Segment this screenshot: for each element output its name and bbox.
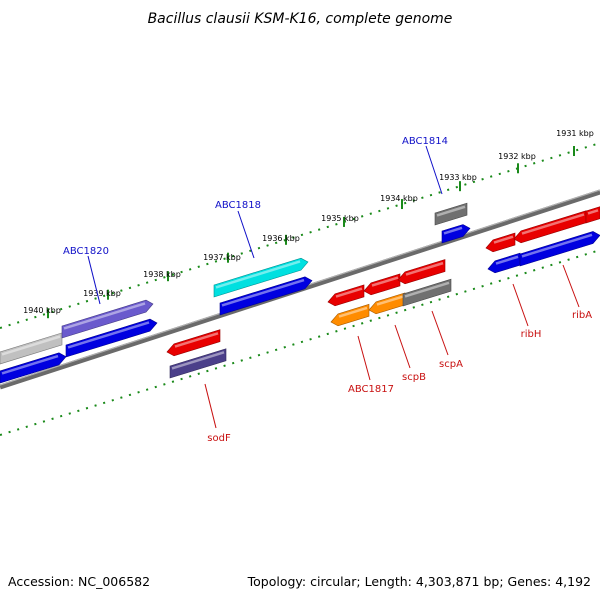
gene-labels: ABC1820 ABC1818 ABC1814 sodF ABC1817 scp…	[63, 136, 592, 444]
gene-label[interactable]: scpA	[439, 359, 463, 370]
blue-feature[interactable]	[65, 318, 158, 358]
red-feature[interactable]	[485, 232, 516, 253]
gene-label[interactable]: ribH	[521, 329, 542, 340]
accession-text: Accession: NC_006582	[8, 574, 150, 589]
tick-label: 1939 kbp	[83, 289, 121, 298]
gene-label[interactable]: scpB	[402, 372, 426, 383]
gene-label[interactable]: ABC1814	[402, 136, 448, 147]
gene-label[interactable]: ABC1818	[215, 200, 261, 211]
red-feature[interactable]	[327, 284, 365, 307]
red-feature[interactable]	[363, 273, 401, 296]
gene-feature-scpa[interactable]	[402, 278, 452, 307]
gene-feature-abc1818[interactable]	[213, 257, 309, 298]
blue-feature[interactable]	[219, 276, 313, 316]
gene-feature-sodf[interactable]	[169, 348, 227, 379]
blue-feature[interactable]	[441, 224, 471, 244]
blue-feature[interactable]	[487, 252, 521, 274]
tick-label: 1934 kbp	[380, 194, 418, 203]
gene-label[interactable]: ABC1820	[63, 246, 109, 257]
gene-feature-scpb[interactable]	[368, 292, 406, 315]
gene-feature-abc1814[interactable]	[434, 202, 468, 226]
tick-label: 1938 kbp	[143, 270, 181, 279]
gene-label[interactable]: ABC1817	[348, 384, 394, 395]
inner-tick-rail	[0, 249, 600, 436]
red-feature[interactable]	[397, 259, 446, 285]
red-feature[interactable]	[585, 206, 600, 224]
leader-lines	[87, 145, 580, 429]
tick-label: 1931 kbp	[556, 129, 594, 138]
gene-feature-riba[interactable]	[519, 231, 600, 267]
tick-label: 1932 kbp	[498, 152, 536, 161]
red-feature[interactable]	[166, 329, 221, 357]
outer-tick-rail	[0, 142, 600, 329]
blue-feature[interactable]	[0, 352, 67, 384]
map-title: Bacillus clausii KSM-K16, complete genom…	[148, 11, 453, 27]
tick-label: 1940 kbp	[23, 306, 61, 315]
tick-label: 1937 kbp	[203, 253, 241, 262]
feature-block[interactable]	[0, 332, 63, 365]
gene-label[interactable]: sodF	[207, 433, 231, 444]
tick-label: 1935 kbp	[321, 214, 359, 223]
tick-label: 1933 kbp	[439, 173, 477, 182]
features	[0, 202, 600, 384]
gene-feature-abc1817[interactable]	[330, 303, 370, 327]
major-ticks	[47, 146, 575, 319]
tick-label: 1936 kbp	[262, 234, 300, 243]
tick-labels: 1931 kbp 1932 kbp 1933 kbp 1934 kbp 1935…	[23, 129, 594, 315]
gene-feature-abc1820[interactable]	[61, 299, 154, 339]
genome-summary: Topology: circular; Length: 4,303,871 bp…	[247, 574, 591, 589]
gene-label[interactable]: ribA	[572, 310, 592, 321]
